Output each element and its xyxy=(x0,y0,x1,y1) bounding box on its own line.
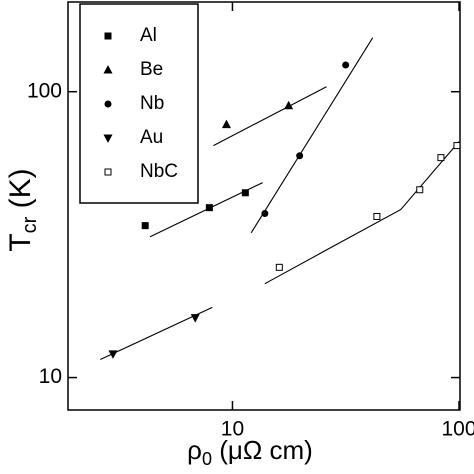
x-tick-label: 100 xyxy=(441,418,474,441)
data-point xyxy=(453,142,461,150)
x-tick-label: 10 xyxy=(221,418,244,441)
data-point xyxy=(284,100,294,110)
legend-label: NbC xyxy=(140,161,178,182)
legend-box xyxy=(79,3,199,204)
y-tick-label: 100 xyxy=(27,79,62,102)
data-point xyxy=(221,119,231,129)
data-point xyxy=(241,189,249,197)
y-label-main: T xyxy=(4,233,37,251)
data-point xyxy=(190,314,200,323)
y-label-rest: (K) xyxy=(4,168,37,216)
x-label-main: ρ xyxy=(187,435,202,465)
legend-label: Au xyxy=(140,127,163,148)
fit-line xyxy=(264,141,460,285)
data-point xyxy=(373,212,381,220)
y-axis-label: Tcr (K) xyxy=(4,168,41,251)
data-point xyxy=(342,61,350,69)
data-point xyxy=(141,222,149,230)
legend-marker xyxy=(104,168,112,176)
data-point xyxy=(108,350,118,359)
x-label-rest: (μΩ cm) xyxy=(212,435,313,465)
legend-marker xyxy=(104,100,112,108)
data-point xyxy=(275,263,283,271)
x-axis-label: ρ0 (μΩ cm) xyxy=(187,435,313,469)
legend-marker xyxy=(103,65,113,74)
legend-label: Al xyxy=(140,25,157,46)
fit-line xyxy=(213,86,327,147)
data-point xyxy=(296,152,304,160)
plot-frame xyxy=(67,1,461,411)
data-point xyxy=(416,186,424,194)
legend-label: Be xyxy=(140,59,163,80)
x-label-sub: 0 xyxy=(202,449,212,469)
y-tick-label: 10 xyxy=(39,365,62,388)
legend-marker xyxy=(104,32,112,40)
data-point xyxy=(205,204,213,212)
y-label-sub: cr xyxy=(19,216,41,233)
fit-line xyxy=(250,37,374,234)
data-point xyxy=(261,209,269,217)
legend-label: Nb xyxy=(140,93,164,114)
data-point xyxy=(437,154,445,162)
legend-marker xyxy=(103,134,113,143)
